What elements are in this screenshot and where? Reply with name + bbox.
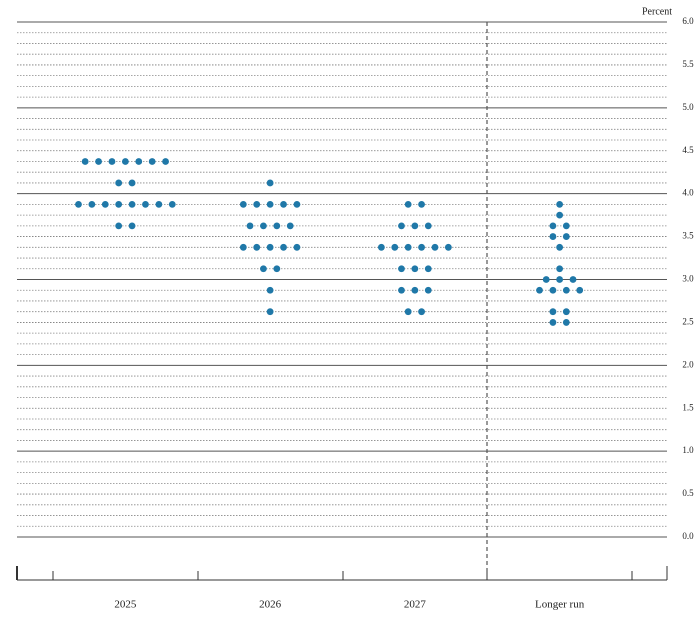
dot <box>404 200 412 208</box>
dot <box>95 158 102 165</box>
dot <box>266 200 274 208</box>
dot <box>115 200 123 208</box>
dot <box>135 158 143 165</box>
dot <box>562 319 570 326</box>
dot <box>418 200 425 208</box>
dot <box>260 222 267 230</box>
dot <box>81 158 89 165</box>
dot <box>418 243 425 251</box>
dot <box>424 222 432 230</box>
dot <box>168 200 176 208</box>
x-axis-ticks <box>16 566 668 580</box>
dot <box>398 286 405 294</box>
dot <box>253 243 261 251</box>
dot <box>253 200 261 208</box>
y-tick-label: 3.0 <box>682 274 694 284</box>
dot <box>115 179 123 187</box>
dot <box>273 222 281 230</box>
dot <box>562 286 570 294</box>
dot <box>404 243 412 251</box>
dot <box>239 200 247 208</box>
dot <box>115 222 123 230</box>
dot <box>549 233 557 240</box>
dot <box>549 308 557 316</box>
dot <box>88 200 96 208</box>
dot <box>293 200 301 208</box>
x-tick-label: 2025 <box>114 599 137 611</box>
y-tick-label: 3.5 <box>682 231 694 241</box>
dot <box>155 200 163 208</box>
x-tick-label: Longer run <box>535 599 585 611</box>
dot <box>576 286 584 294</box>
dot <box>411 222 419 230</box>
dot <box>556 276 564 283</box>
dot <box>556 211 564 219</box>
y-tick-label: 6.0 <box>682 16 694 26</box>
dot <box>128 200 136 208</box>
y-axis-label: Percent <box>642 6 672 17</box>
dot <box>424 265 432 273</box>
y-tick-label: 0.0 <box>682 531 694 541</box>
dot <box>239 243 247 251</box>
dot <box>286 222 294 230</box>
y-tick-label: 4.5 <box>682 145 694 155</box>
dot <box>266 286 274 294</box>
dot <box>562 233 570 240</box>
y-tick-label: 2.0 <box>682 359 694 369</box>
dot <box>260 265 267 273</box>
x-tick-label: 2027 <box>404 599 427 611</box>
y-tick-label: 1.5 <box>682 402 694 412</box>
x-tick-label: 2026 <box>259 599 282 611</box>
dot <box>549 319 557 326</box>
dot <box>266 243 274 251</box>
dot <box>542 276 550 283</box>
dot <box>280 243 287 251</box>
dot <box>101 200 109 208</box>
dot <box>142 200 149 208</box>
dot <box>398 222 405 230</box>
y-tick-label: 5.5 <box>682 59 694 69</box>
dot <box>556 243 564 251</box>
dot <box>391 243 399 251</box>
dot <box>404 308 412 316</box>
dot <box>266 179 274 187</box>
dot <box>246 222 254 230</box>
dot <box>549 222 557 230</box>
dot <box>549 286 557 294</box>
dot <box>556 200 564 208</box>
dot <box>398 265 405 273</box>
y-tick-label: 0.5 <box>682 488 694 498</box>
dot <box>121 158 129 165</box>
dot <box>128 179 136 187</box>
dot <box>128 222 136 230</box>
dot <box>266 308 274 316</box>
dot <box>569 276 577 283</box>
dot <box>273 265 281 273</box>
dot <box>293 243 301 251</box>
dot <box>431 243 439 251</box>
dot <box>556 265 564 273</box>
dot <box>444 243 452 251</box>
y-tick-label: 1.0 <box>682 445 694 455</box>
dot <box>411 265 419 273</box>
dot <box>162 158 169 165</box>
dot <box>536 286 543 294</box>
dot <box>418 308 425 316</box>
y-tick-label: 4.0 <box>682 188 694 198</box>
dot <box>377 243 385 251</box>
dot <box>562 222 570 230</box>
dot <box>108 158 116 165</box>
dot <box>562 308 570 316</box>
y-tick-label: 5.0 <box>682 102 694 112</box>
dot <box>75 200 82 208</box>
y-tick-label: 2.5 <box>682 316 694 326</box>
dot <box>280 200 287 208</box>
dot <box>411 286 419 294</box>
dot <box>424 286 432 294</box>
dot <box>148 158 156 165</box>
